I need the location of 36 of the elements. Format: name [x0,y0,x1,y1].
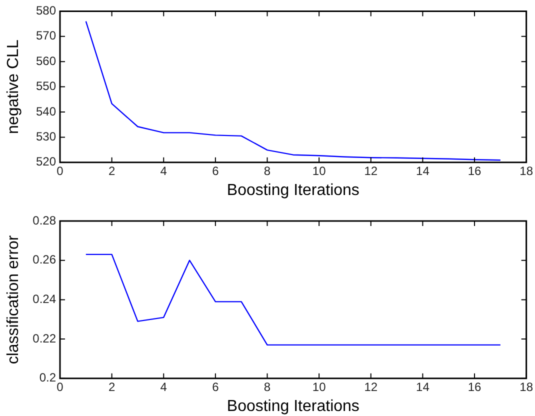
x-tick-label: 10 [312,380,326,394]
x-axis-title: Boosting Iterations [226,182,360,199]
y-tick-label: 570 [36,28,56,43]
y-axis-title: classification error [5,234,22,364]
y-tick-label: 0.2 [39,370,56,385]
x-axis-title: Boosting Iterations [226,398,360,415]
y-tick-label: 550 [36,79,56,94]
x-tick-label: 16 [468,164,482,178]
y-tick-label: 580 [36,4,56,18]
y-axis-title: negative CLL [5,40,22,134]
x-tick-label: 0 [56,164,64,178]
x-tick-label: 6 [212,164,220,178]
y-tick-label: 530 [36,130,56,144]
x-tick-label: 12 [364,164,378,178]
x-tick-label: 6 [212,380,220,394]
x-tick-label: 14 [416,380,430,394]
x-tick-label: 4 [160,164,168,178]
x-tick-label: 8 [264,380,271,394]
y-tick-label: 540 [36,104,56,118]
y-tick-label: 0.28 [32,213,56,228]
y-tick-label: 0.22 [32,331,56,346]
x-tick-label: 10 [312,164,326,178]
y-tick-label: 0.24 [32,292,56,306]
x-tick-label: 18 [520,164,534,178]
x-tick-label: 4 [160,380,168,394]
y-tick-label: 520 [36,154,56,169]
x-tick-label: 2 [108,164,116,178]
x-tick-label: 14 [416,164,430,178]
x-tick-label: 0 [56,380,64,394]
x-tick-label: 2 [108,380,116,394]
y-tick-label: 0.26 [32,252,56,267]
x-tick-label: 8 [264,164,271,178]
x-tick-label: 16 [468,380,482,394]
y-tick-label: 560 [36,54,56,68]
x-tick-label: 12 [364,380,378,394]
x-tick-label: 18 [520,380,534,394]
